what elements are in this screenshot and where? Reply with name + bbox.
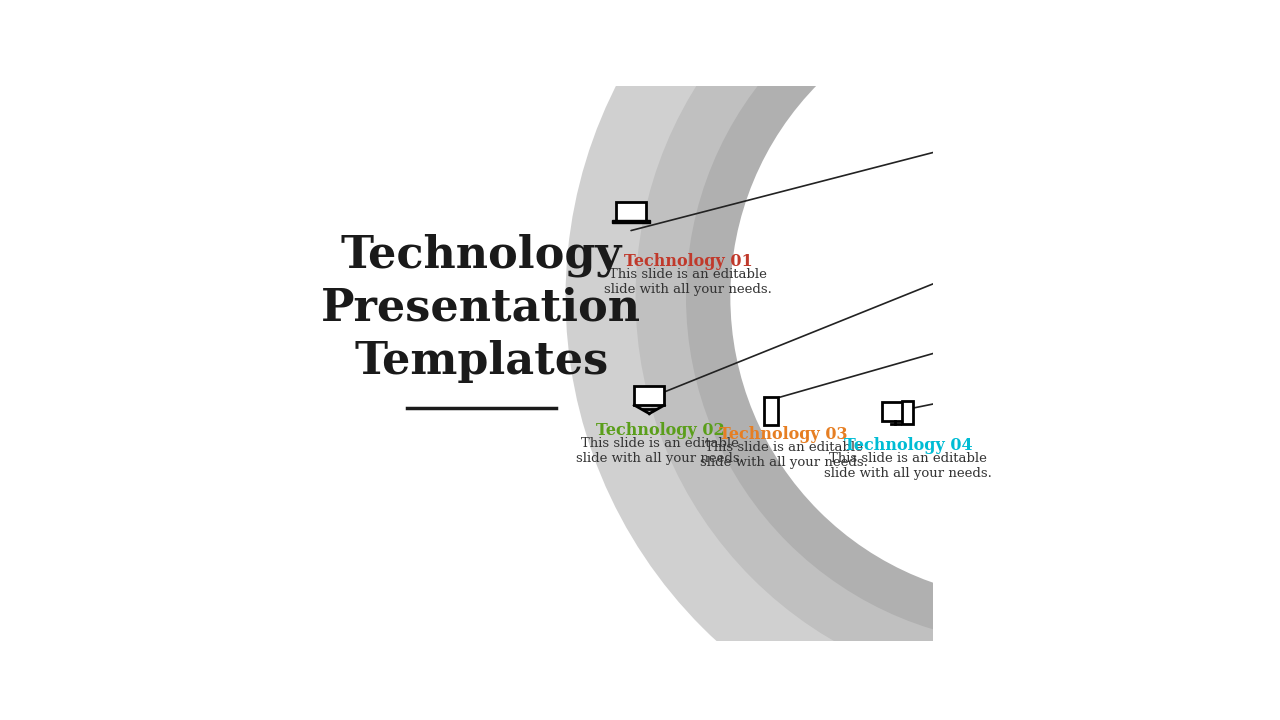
Circle shape [991,161,1065,234]
Circle shape [1019,189,1037,206]
Circle shape [1002,172,1052,222]
Text: This slide is an editable
slide with all your needs.: This slide is an editable slide with all… [700,441,868,469]
FancyBboxPatch shape [616,202,646,221]
Circle shape [1001,171,1053,224]
Circle shape [1010,179,1046,215]
Circle shape [965,135,1089,259]
Circle shape [945,114,1110,280]
Wedge shape [1033,297,1280,441]
Circle shape [973,143,1082,252]
Circle shape [1009,178,1047,217]
FancyBboxPatch shape [902,401,913,423]
Circle shape [986,156,1069,238]
Text: Technology 04: Technology 04 [844,437,973,454]
FancyBboxPatch shape [882,402,909,421]
Circle shape [942,112,1114,283]
Text: This slide is an editable
slide with all your needs.: This slide is an editable slide with all… [824,452,992,480]
Wedge shape [1033,199,1280,322]
Circle shape [1023,193,1032,202]
Circle shape [977,147,1078,248]
Text: This slide is an editable
slide with all your needs.: This slide is an editable slide with all… [604,269,772,296]
Circle shape [980,150,1075,245]
Circle shape [955,125,1100,270]
Text: Technology 01: Technology 01 [623,253,753,270]
Circle shape [972,141,1084,253]
FancyBboxPatch shape [635,386,664,405]
Circle shape [1015,186,1039,209]
Circle shape [1021,192,1033,203]
Circle shape [998,168,1057,227]
Circle shape [995,165,1060,230]
Circle shape [1012,182,1042,212]
Circle shape [1004,174,1051,221]
Wedge shape [1033,48,1280,297]
Circle shape [1011,181,1043,214]
Circle shape [941,110,1115,284]
Circle shape [982,151,1073,243]
Circle shape [960,130,1096,265]
Circle shape [984,154,1070,240]
Circle shape [966,137,1088,258]
Circle shape [964,134,1091,261]
Circle shape [946,116,1108,279]
Circle shape [1027,196,1029,199]
Circle shape [943,113,1112,282]
Circle shape [956,126,1098,269]
Circle shape [979,148,1076,246]
Circle shape [1007,176,1048,218]
Circle shape [948,119,1106,276]
Circle shape [951,120,1105,274]
Circle shape [988,158,1068,237]
Circle shape [947,117,1107,277]
Text: Technology
Presentation
Templates: Technology Presentation Templates [321,233,641,383]
FancyBboxPatch shape [764,397,778,425]
Circle shape [938,109,1116,286]
Circle shape [996,166,1059,228]
Circle shape [954,123,1101,271]
Circle shape [983,153,1071,242]
FancyBboxPatch shape [612,220,650,222]
Circle shape [952,122,1103,273]
Text: Technology 03: Technology 03 [719,426,847,443]
Circle shape [1014,184,1041,210]
Circle shape [961,131,1094,264]
Wedge shape [911,9,1178,297]
Circle shape [1018,187,1038,207]
Circle shape [992,162,1062,233]
Circle shape [1005,175,1050,220]
Circle shape [1020,190,1034,204]
Circle shape [970,140,1085,255]
Circle shape [963,132,1093,262]
Text: This slide is an editable
slide with all your needs.: This slide is an editable slide with all… [576,437,745,465]
Circle shape [1024,194,1030,200]
Circle shape [1000,169,1056,225]
Circle shape [993,163,1061,231]
Circle shape [975,145,1079,249]
Circle shape [968,138,1087,256]
Text: Technology 02: Technology 02 [596,422,724,438]
Circle shape [957,127,1097,267]
Circle shape [974,144,1080,251]
Circle shape [974,143,1028,196]
Circle shape [989,159,1066,235]
